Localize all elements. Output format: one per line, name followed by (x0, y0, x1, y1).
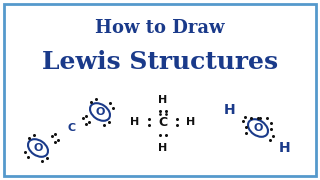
Text: O: O (33, 143, 43, 153)
Text: C: C (158, 116, 168, 129)
Text: H: H (186, 117, 196, 127)
Text: H: H (224, 103, 236, 117)
Text: H: H (130, 117, 140, 127)
Text: H: H (158, 95, 168, 105)
Text: H: H (279, 141, 291, 155)
Text: Lewis Structures: Lewis Structures (42, 50, 278, 74)
Text: C: C (68, 123, 76, 133)
Text: How to Draw: How to Draw (95, 19, 225, 37)
Text: O: O (95, 107, 105, 117)
Text: H: H (158, 143, 168, 153)
Text: O: O (253, 123, 263, 133)
